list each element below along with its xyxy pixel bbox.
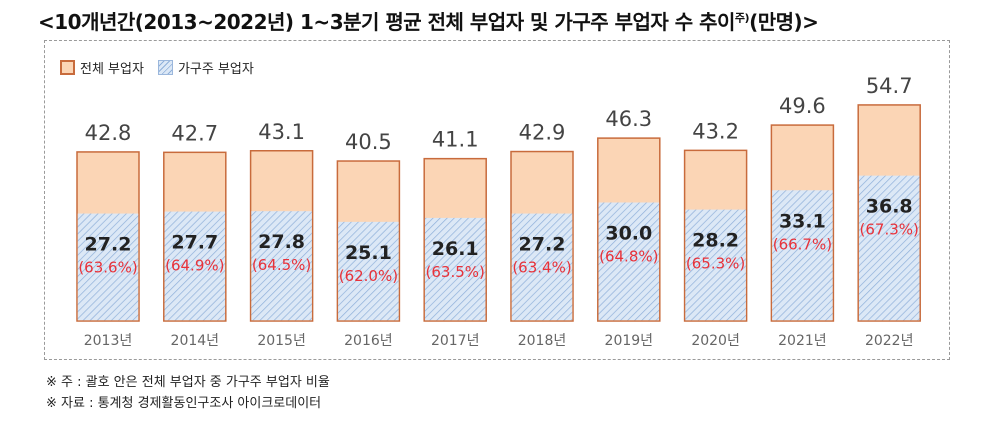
ratio-label: (64.5%) (252, 256, 311, 274)
head-value-label: 26.1 (432, 238, 479, 260)
ratio-label: (63.6%) (78, 259, 137, 277)
year-label: 2013년 (84, 333, 133, 349)
footnote-source: ※ 자료 : 통계청 경제활동인구조사 아이크로데이터 (46, 396, 322, 411)
ratio-label: (63.4%) (512, 259, 571, 277)
chart-legend: 전체 부업자 가구주 부업자 (60, 58, 254, 77)
bar-group: 42.8 27.2 (63.6%) 2013년 42.7 27.7 (64.9%) 2014년… (76, 74, 921, 349)
year-label: 2018년 (518, 333, 567, 349)
head-value-label: 25.1 (345, 242, 392, 264)
legend-head-label: 가구주 부업자 (177, 62, 254, 77)
legend-head-swatch (157, 60, 173, 75)
total-value-label: 42.9 (519, 121, 566, 145)
legend-total-swatch (60, 60, 75, 75)
head-value-label: 36.8 (866, 196, 913, 218)
total-value-label: 42.7 (171, 121, 218, 145)
year-label: 2022년 (865, 333, 914, 349)
year-label: 2020년 (691, 333, 740, 349)
ratio-label: (64.8%) (599, 248, 658, 266)
head-bar (685, 209, 746, 321)
ratio-label: (67.3%) (860, 221, 919, 239)
head-bar (598, 202, 660, 321)
head-bar (77, 213, 139, 321)
head-value-label: 27.2 (85, 234, 132, 256)
head-value-label: 27.2 (519, 234, 566, 256)
head-value-label: 30.0 (605, 223, 652, 245)
year-label: 2017년 (431, 333, 480, 349)
footnotes: ※ 주 : 괄호 안은 전체 부업자 중 가구주 부업자 비율 ※ 자료 : 통… (46, 372, 330, 414)
chart-frame (44, 40, 950, 360)
head-bar (251, 211, 312, 321)
year-label: 2014년 (171, 333, 220, 349)
ratio-label: (65.3%) (686, 255, 745, 273)
total-value-label: 54.7 (866, 74, 913, 98)
ratio-label: (63.5%) (426, 263, 485, 281)
total-value-label: 49.6 (779, 94, 826, 118)
head-bar (858, 175, 920, 321)
chart-title: <10개년간(2013~2022년) 1~3분기 평균 전체 부업자 및 가구주… (38, 6, 968, 35)
year-label: 2016년 (344, 333, 393, 349)
legend-total-label: 전체 부업자 (80, 62, 144, 77)
ratio-label: (62.0%) (339, 267, 398, 285)
total-value-label: 43.2 (692, 119, 739, 143)
ratio-label: (64.9%) (165, 257, 224, 275)
ratio-label: (66.7%) (773, 235, 832, 253)
head-value-label: 33.1 (779, 210, 826, 232)
total-value-label: 43.1 (258, 120, 305, 144)
total-value-label: 40.5 (345, 130, 392, 154)
chart-title-unit: (만명)> (749, 10, 819, 34)
total-value-label: 42.8 (85, 121, 132, 145)
head-bar (164, 211, 226, 321)
year-label: 2021년 (778, 333, 827, 349)
footnote-ratio: ※ 주 : 괄호 안은 전체 부업자 중 가구주 부업자 비율 (46, 375, 330, 390)
head-value-label: 27.7 (171, 232, 218, 254)
head-bar (338, 221, 399, 321)
head-value-label: 27.8 (258, 231, 305, 253)
chart-title-superscript: 주) (734, 11, 750, 25)
year-label: 2015년 (257, 333, 306, 349)
total-value-label: 46.3 (605, 107, 652, 131)
year-label: 2019년 (605, 333, 654, 349)
head-bar (772, 190, 833, 321)
head-bar (424, 217, 486, 321)
head-value-label: 28.2 (692, 230, 739, 252)
total-value-label: 41.1 (432, 128, 479, 152)
head-bar (511, 213, 573, 321)
chart-title-main: <10개년간(2013~2022년) 1~3분기 평균 전체 부업자 및 가구주… (38, 10, 735, 34)
